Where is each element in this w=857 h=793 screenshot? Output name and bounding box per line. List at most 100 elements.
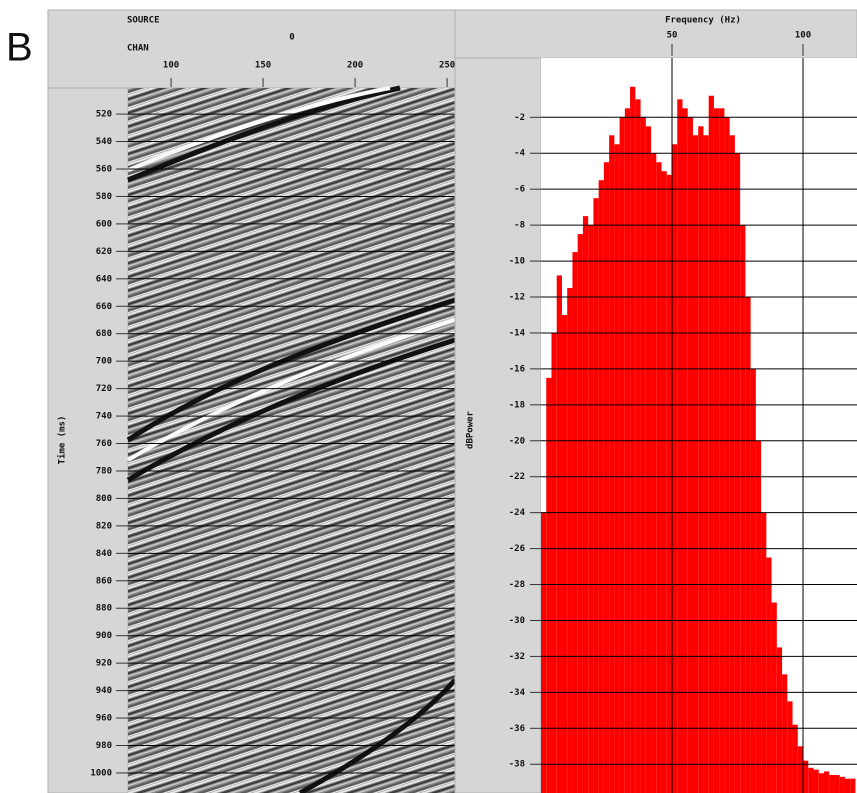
bar <box>766 557 772 793</box>
source-label: SOURCE <box>127 16 160 26</box>
y-tick-label: -2 <box>514 113 525 123</box>
x-tick-label: 250 <box>439 61 455 71</box>
bar <box>666 174 673 793</box>
right-chart: Frequency (Hz) dBPower 50 100 -38 -36 -34 -32 -3… <box>466 16 857 793</box>
left-header <box>47 9 456 89</box>
bar <box>797 746 804 793</box>
right-header <box>454 9 857 59</box>
bar <box>745 297 751 793</box>
y-tick-label: -14 <box>509 328 526 338</box>
bar <box>645 126 652 793</box>
bar <box>651 153 657 793</box>
x-axis-label: Frequency (Hz) <box>665 16 741 26</box>
bar <box>567 288 573 793</box>
bar <box>708 95 714 793</box>
bar <box>598 180 604 793</box>
x-tick-label: 100 <box>795 31 811 41</box>
y-tick-label: -32 <box>509 652 525 662</box>
bar <box>829 775 835 793</box>
y-tick-label: 920 <box>96 659 112 669</box>
bar <box>787 701 793 793</box>
y-tick-label: -30 <box>509 616 525 626</box>
bar <box>818 773 824 793</box>
bar <box>755 440 762 793</box>
y-tick-label: -10 <box>509 257 525 267</box>
bar <box>556 275 562 793</box>
bar <box>703 135 709 793</box>
x-tick-label: 50 <box>667 31 678 41</box>
bar <box>593 198 599 793</box>
y-tick-label: 560 <box>96 164 112 174</box>
bar <box>687 117 693 793</box>
bar <box>546 377 552 793</box>
y-tick-label: -20 <box>509 436 525 446</box>
bar <box>656 162 662 793</box>
bar <box>541 512 547 793</box>
y-tick-label: 620 <box>96 247 112 257</box>
y-tick-label: -6 <box>514 185 525 195</box>
y-tick-label: 680 <box>96 329 112 339</box>
y-tick-label: -38 <box>509 760 525 770</box>
left-chart: SOURCE 0 CHAN Time (ms) 100 150 200 250 520 540 56… <box>57 16 456 779</box>
y-tick-label: 840 <box>96 549 112 559</box>
bar <box>640 117 646 793</box>
y-tick-label: -16 <box>509 364 525 374</box>
y-tick-label: 740 <box>96 412 112 422</box>
y-tick-label: 800 <box>96 494 112 504</box>
bar <box>577 234 583 793</box>
x-tick-label: 150 <box>255 61 271 71</box>
y-tick-label: 760 <box>96 439 112 449</box>
bar <box>624 108 631 793</box>
y-tick-label: 860 <box>96 576 112 586</box>
y-tick-label: 980 <box>96 741 112 751</box>
bar <box>839 776 845 793</box>
bar <box>572 252 578 793</box>
bar <box>603 162 610 793</box>
bar <box>672 144 678 793</box>
bar <box>609 135 615 793</box>
left-axis-panel <box>47 87 129 793</box>
bar <box>682 108 688 793</box>
y-tick-label: -12 <box>509 293 525 303</box>
y-tick-label: 700 <box>96 357 112 367</box>
y-tick-label: -28 <box>509 580 525 590</box>
y-axis-label: dBPower <box>466 410 476 449</box>
y-tick-label: -4 <box>514 149 525 159</box>
y-tick-label: 900 <box>96 631 112 641</box>
bar <box>614 144 620 793</box>
bar <box>803 760 809 793</box>
y-tick-label: 940 <box>96 686 112 696</box>
bar <box>692 135 699 793</box>
y-tick-label: 660 <box>96 302 112 312</box>
bar <box>582 216 589 793</box>
bar <box>750 368 756 793</box>
bar <box>729 135 735 793</box>
bar <box>713 108 720 793</box>
y-tick-label: 640 <box>96 274 112 284</box>
y-tick-label: -18 <box>509 400 525 410</box>
source-value: 0 <box>289 33 294 43</box>
bar <box>588 225 594 793</box>
bar <box>551 332 557 793</box>
bar <box>844 778 851 793</box>
y-tick-label: -8 <box>514 221 525 231</box>
right-axis-panel <box>454 57 542 793</box>
y-tick-label: 520 <box>96 110 112 120</box>
y-tick-label: 880 <box>96 604 112 614</box>
bar <box>561 314 568 793</box>
bar <box>761 512 767 793</box>
bar <box>661 171 667 793</box>
bar <box>677 99 683 793</box>
seismic-event <box>126 86 456 462</box>
y-tick-label: 720 <box>96 384 112 394</box>
bar <box>734 153 741 793</box>
channel-label: CHAN <box>127 44 149 54</box>
y-tick-label: 540 <box>96 137 112 147</box>
y-tick-label: -26 <box>509 544 525 554</box>
y-tick-label: 1000 <box>90 768 112 778</box>
bar <box>719 108 725 793</box>
bar <box>823 771 830 793</box>
panel-label: B <box>6 26 33 70</box>
seismic-event <box>126 85 457 793</box>
